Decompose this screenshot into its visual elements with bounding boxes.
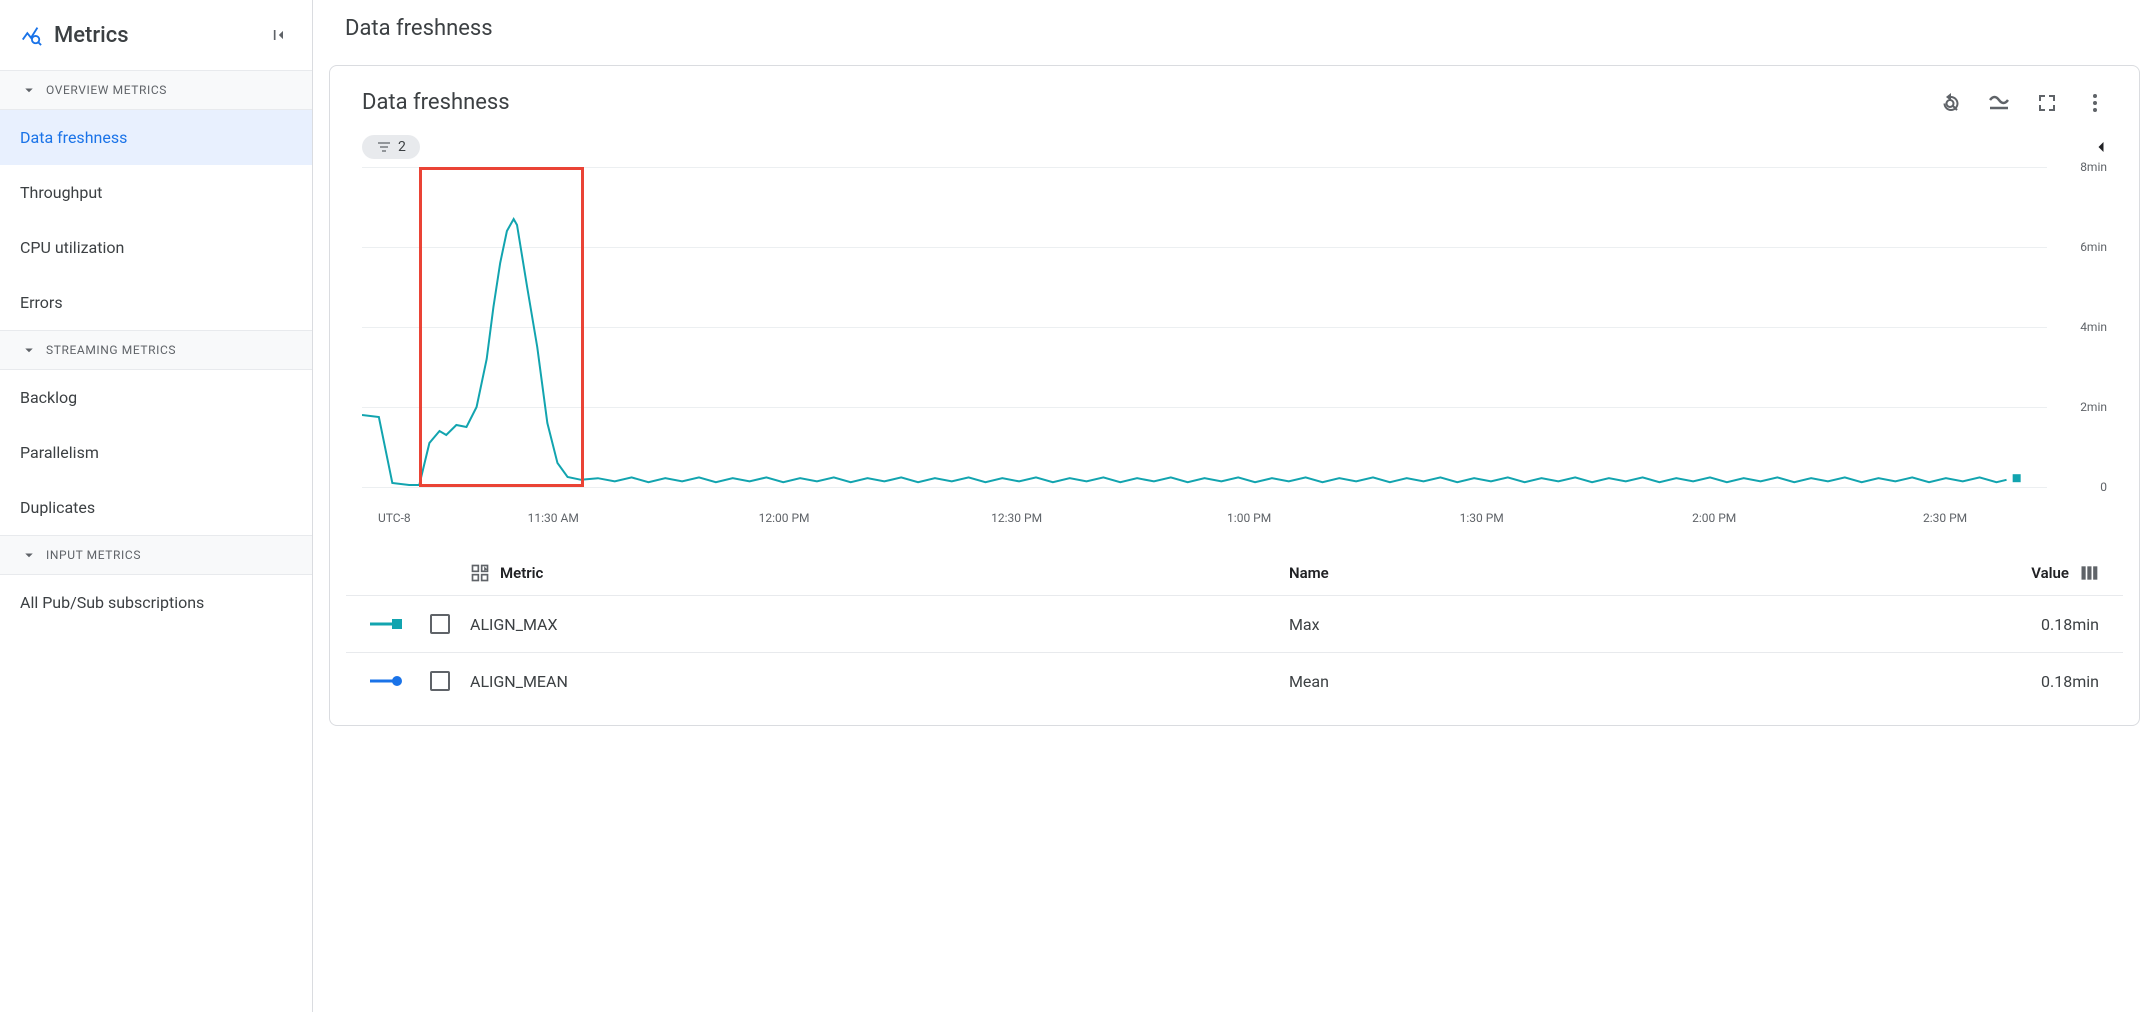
sidebar-item[interactable]: Duplicates <box>0 480 312 535</box>
chart-card: Data freshness 2 <box>329 65 2140 726</box>
sidebar-title: Metrics <box>54 23 129 48</box>
filter-icon <box>376 139 392 155</box>
timezone-label: UTC-8 <box>378 511 411 525</box>
chart-collapse-icon[interactable] <box>2091 137 2111 157</box>
sidebar-item[interactable]: Data freshness <box>0 110 312 165</box>
series-checkbox[interactable] <box>430 671 450 691</box>
y-tick-label: 2min <box>2080 400 2107 414</box>
filter-chip[interactable]: 2 <box>362 135 420 159</box>
more-options-icon[interactable] <box>2083 91 2107 115</box>
sidebar-item[interactable]: Backlog <box>0 370 312 425</box>
column-name: Name <box>1289 564 1329 582</box>
series-checkbox[interactable] <box>430 614 450 634</box>
x-tick-label: 12:00 PM <box>759 511 810 525</box>
y-tick-label: 0 <box>2100 480 2107 494</box>
legend-toggle-icon[interactable] <box>1987 91 2011 115</box>
legend-table: Metric Name Value ALIGN_MAXMax0.18minALI… <box>346 551 2123 709</box>
legend-value: 0.18min <box>2041 615 2099 634</box>
columns-selector-icon[interactable] <box>2079 563 2099 583</box>
x-tick-label: 12:30 PM <box>991 511 1042 525</box>
legend-row[interactable]: ALIGN_MAX Max 0.18min <box>346 595 2123 652</box>
section-header[interactable]: STREAMING METRICS <box>0 330 312 370</box>
column-metric: Metric <box>500 564 543 582</box>
section-header[interactable]: INPUT METRICS <box>0 535 312 575</box>
legend-name: Mean <box>1289 672 1329 691</box>
x-tick-label: 2:30 PM <box>1923 511 1967 525</box>
card-title: Data freshness <box>362 90 510 115</box>
legend-metric: ALIGN_MEAN <box>470 672 568 691</box>
legend-name: Max <box>1289 615 1320 634</box>
x-tick-label: 1:00 PM <box>1227 511 1271 525</box>
sidebar-item[interactable]: Throughput <box>0 165 312 220</box>
column-value: Value <box>2031 564 2069 582</box>
legend-row[interactable]: ALIGN_MEAN Mean 0.18min <box>346 652 2123 709</box>
x-tick-label: 1:30 PM <box>1460 511 1504 525</box>
sidebar-item[interactable]: CPU utilization <box>0 220 312 275</box>
sidebar-item[interactable]: Parallelism <box>0 425 312 480</box>
y-tick-label: 6min <box>2080 240 2107 254</box>
collapse-sidebar-icon[interactable] <box>264 21 292 49</box>
legend-value: 0.18min <box>2041 672 2099 691</box>
filter-count: 2 <box>398 139 406 155</box>
fullscreen-icon[interactable] <box>2035 91 2059 115</box>
sidebar-item[interactable]: All Pub/Sub subscriptions <box>0 575 312 630</box>
sidebar-header: Metrics <box>0 0 312 70</box>
main-content: Data freshness Data freshness 2 <box>313 0 2156 1012</box>
x-tick-label: 11:30 AM <box>528 511 579 525</box>
chart[interactable]: 02min4min6min8min <box>362 167 2107 507</box>
metrics-icon <box>20 24 42 46</box>
legend-metric: ALIGN_MAX <box>470 615 558 634</box>
series-swatch <box>370 615 430 633</box>
sidebar-item[interactable]: Errors <box>0 275 312 330</box>
y-tick-label: 4min <box>2080 320 2107 334</box>
series-swatch <box>370 672 430 690</box>
y-tick-label: 8min <box>2080 160 2107 174</box>
page-title: Data freshness <box>313 0 2156 65</box>
sidebar: Metrics OVERVIEW METRICSData freshnessTh… <box>0 0 313 1012</box>
grid-view-icon[interactable] <box>470 563 490 583</box>
reset-zoom-icon[interactable] <box>1939 91 1963 115</box>
section-header[interactable]: OVERVIEW METRICS <box>0 70 312 110</box>
x-tick-label: 2:00 PM <box>1692 511 1736 525</box>
